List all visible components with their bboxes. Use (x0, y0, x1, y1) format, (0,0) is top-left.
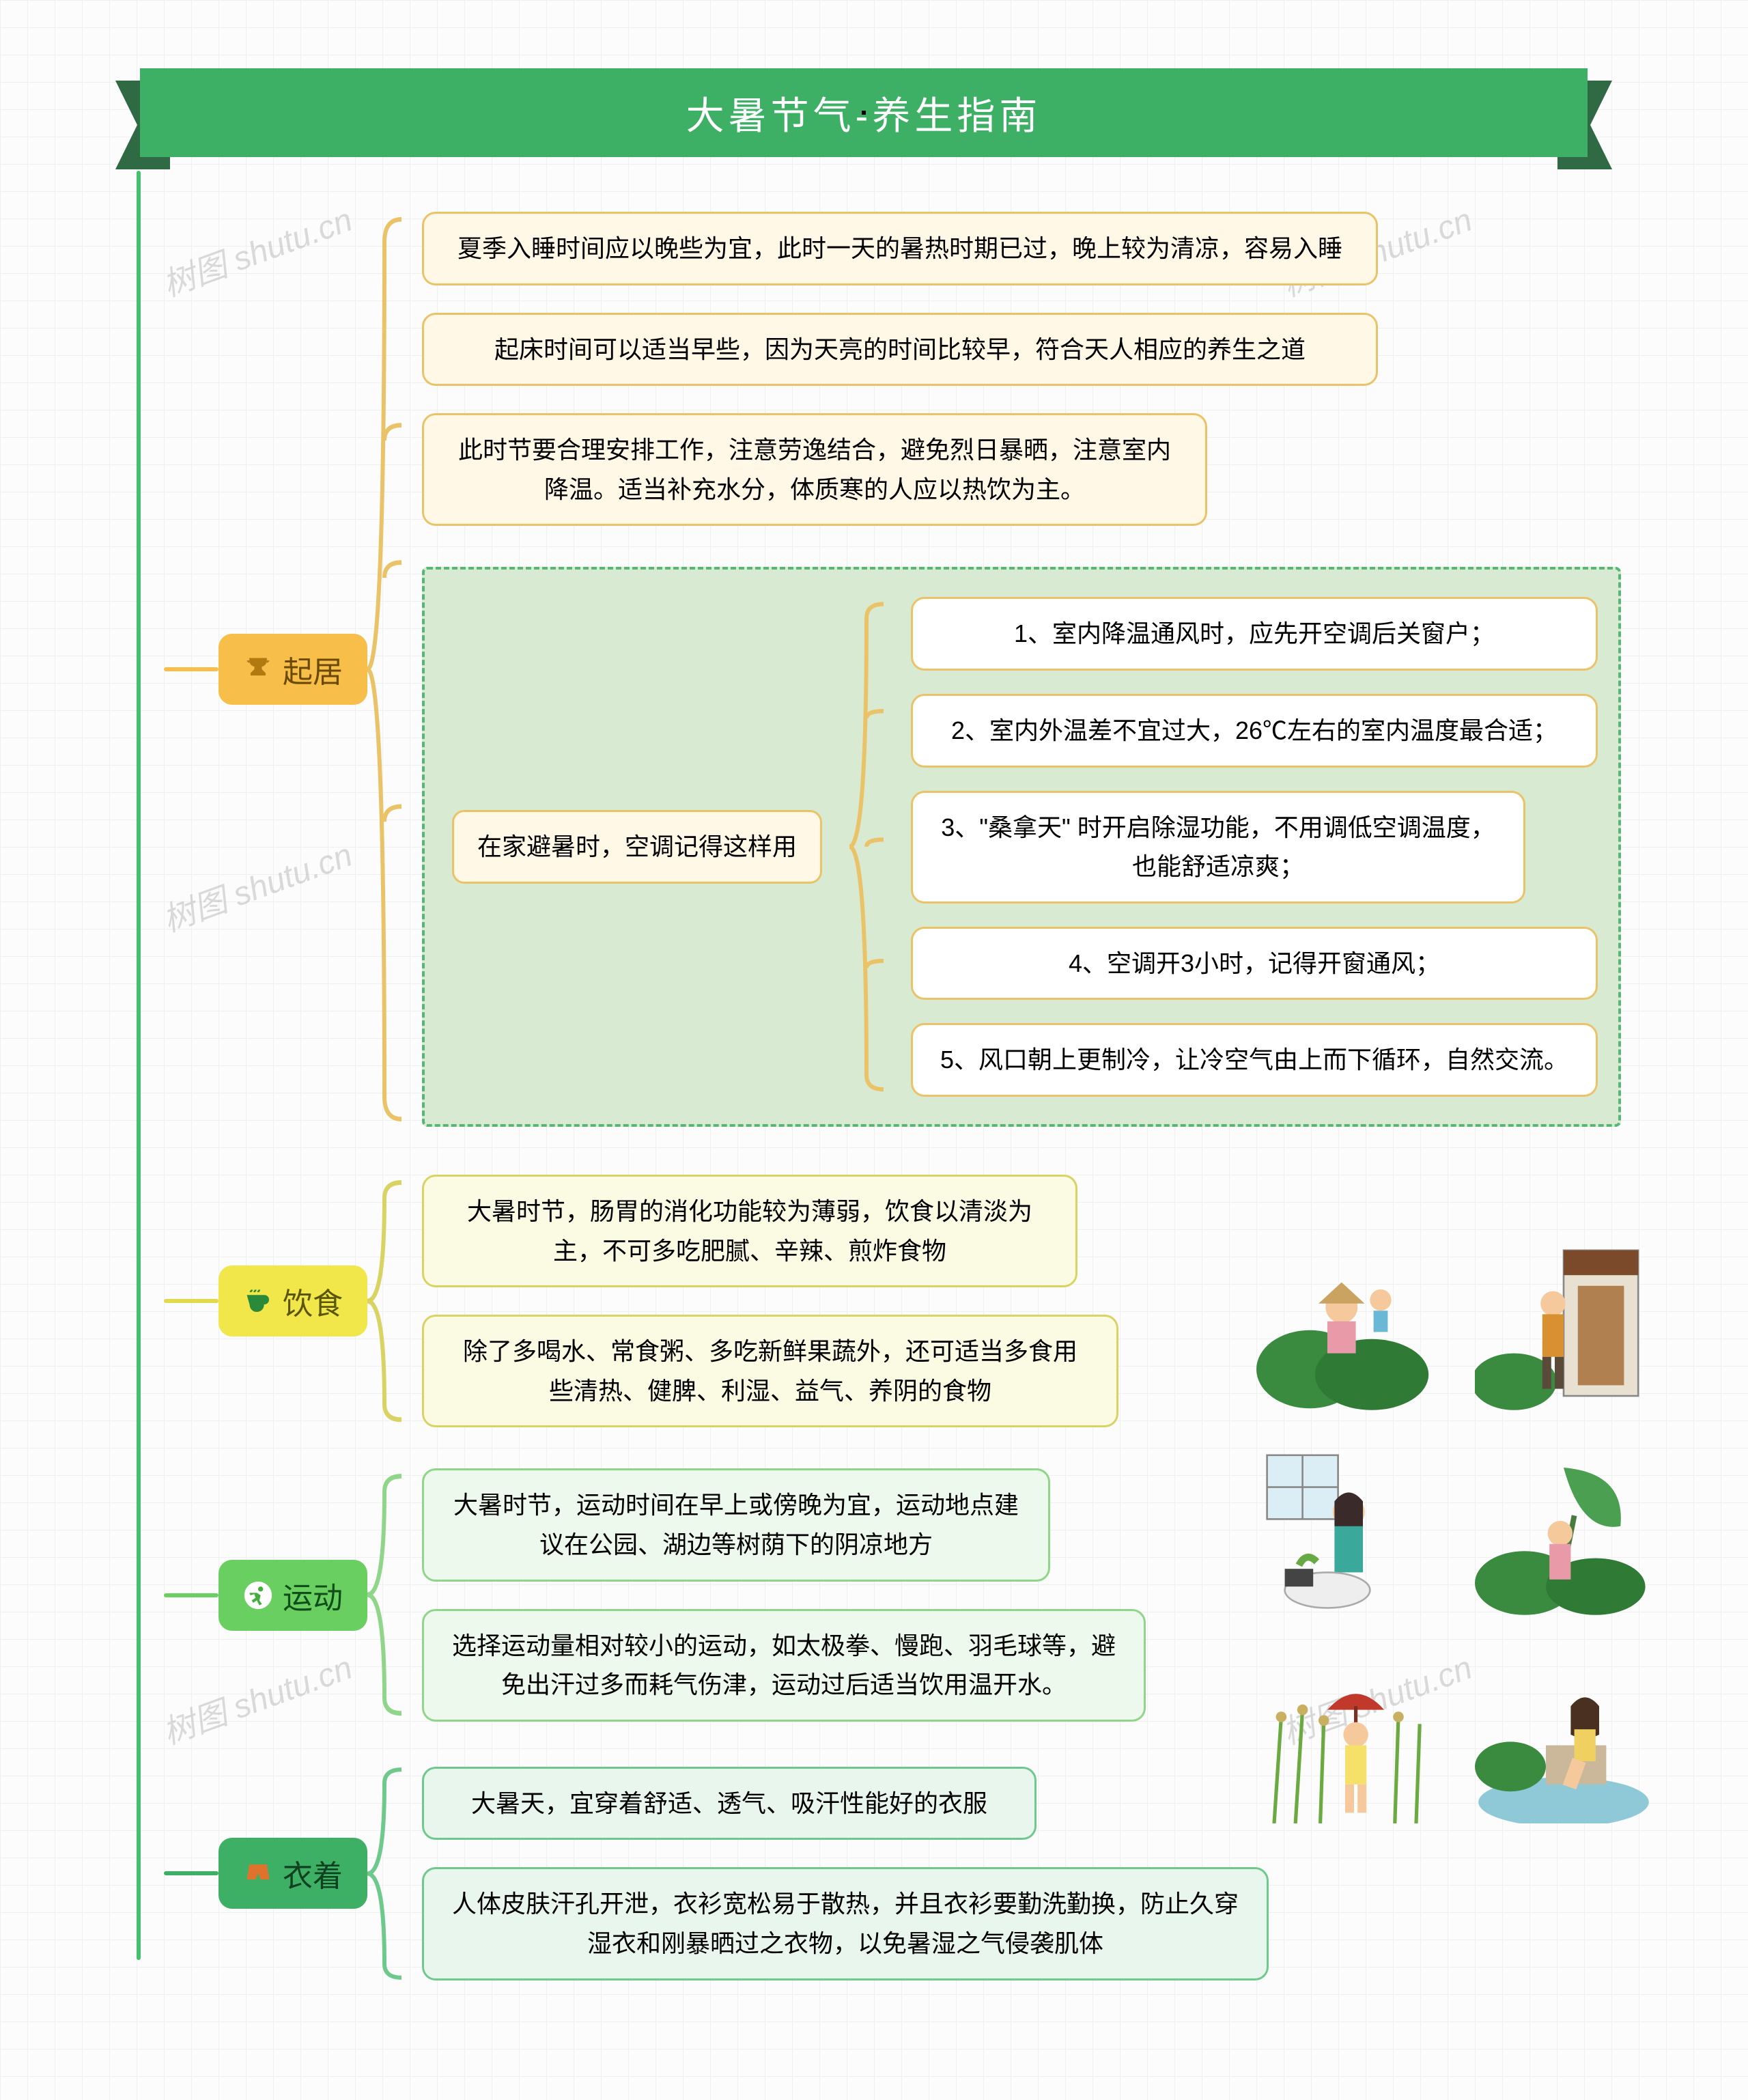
ac-tip: 2、室内外温差不宜过大，26℃左右的室内温度最合适； (911, 694, 1598, 768)
ac-tip: 3、"桑拿天" 时开启除湿功能，不用调低空调温度，也能舒适凉爽； (911, 791, 1525, 904)
category-yizhuo: 衣着 (218, 1838, 367, 1909)
category-label: 衣着 (283, 1851, 343, 1895)
ac-tip: 5、风口朝上更制冷，让冷空气由上而下循环，自然交流。 (911, 1023, 1598, 1097)
brace-connector (367, 1763, 401, 1985)
note-pill: 大暑天，宜穿着舒适、透气、吸汗性能好的衣服 (422, 1767, 1037, 1840)
illustration-girl-pond (1475, 1646, 1652, 1823)
trophy-icon (243, 654, 273, 684)
note-pill: 选择运动量相对较小的运动，如太极拳、慢跑、羽毛球等，避免出汗过多而耗气伤津，运动… (422, 1609, 1146, 1722)
illustration-person-lotus (1475, 1441, 1652, 1619)
note-pill: 大暑时节，肠胃的消化功能较为薄弱，饮食以清淡为主，不可多吃肥腻、辛辣、煎炸食物 (422, 1175, 1077, 1287)
illustration-farmer-bushes (1256, 1236, 1434, 1414)
brace-connector (367, 212, 401, 1127)
category-yinshi: 饮食 (218, 1265, 367, 1336)
shorts-icon (243, 1858, 273, 1888)
ac-tips-box: 在家避暑时，空调记得这样用 1、室内降温通风时，应先开空调后关窗户； 2、室内外… (422, 567, 1621, 1127)
illustration-woman-cooking (1256, 1441, 1434, 1619)
illustration-girl-umbrella-rice (1256, 1646, 1434, 1823)
note-pill: 人体皮肤汗孔开泄，衣衫宽松易于散热，并且衣衫要勤洗勤换，防止久穿湿衣和刚暴晒过之… (422, 1867, 1269, 1980)
title-banner: 大暑节气-养生指南 (140, 68, 1588, 157)
category-yundong: 运动 (218, 1560, 367, 1631)
ac-tips-label: 在家避暑时，空调记得这样用 (452, 810, 822, 884)
ac-tip: 1、室内降温通风时，应先开空调后关窗户； (911, 597, 1598, 671)
brace-connector (367, 1175, 401, 1427)
brace-connector (849, 597, 884, 1097)
root-connector (137, 171, 141, 1960)
illustration-grid (1256, 1236, 1652, 1823)
cup-icon (243, 1286, 273, 1316)
page-title: 大暑节气-养生指南 (686, 85, 1042, 141)
note-pill: 夏季入睡时间应以晚些为宜，此时一天的暑热时期已过，晚上较为清凉，容易入睡 (422, 212, 1378, 285)
note-pill: 此时节要合理安排工作，注意劳逸结合，避免烈日暴晒，注意室内降温。适当补充水分，体… (422, 413, 1207, 526)
runner-icon (243, 1580, 273, 1610)
note-pill: 除了多喝水、常食粥、多吃新鲜果蔬外，还可适当多食用些清热、健脾、利湿、益气、养阴… (422, 1315, 1118, 1427)
category-label: 饮食 (283, 1279, 343, 1323)
category-label: 运动 (283, 1573, 343, 1617)
note-pill: 大暑时节，运动时间在早上或傍晚为宜，运动地点建议在公园、湖边等树荫下的阴凉地方 (422, 1468, 1050, 1581)
note-pill: 起床时间可以适当早些，因为天亮的时间比较早，符合天人相应的养生之道 (422, 313, 1378, 387)
category-label: 起居 (283, 647, 343, 691)
brace-connector (367, 1468, 401, 1721)
section-qiju: 起居 夏季入睡时间应以晚些为宜，此时一天的暑热时期已过，晚上较为清凉，容易入睡 … (164, 212, 1721, 1127)
category-qiju: 起居 (218, 634, 367, 705)
ac-tip: 4、空调开3小时，记得开窗通风； (911, 927, 1598, 1000)
illustration-person-door (1475, 1236, 1652, 1414)
